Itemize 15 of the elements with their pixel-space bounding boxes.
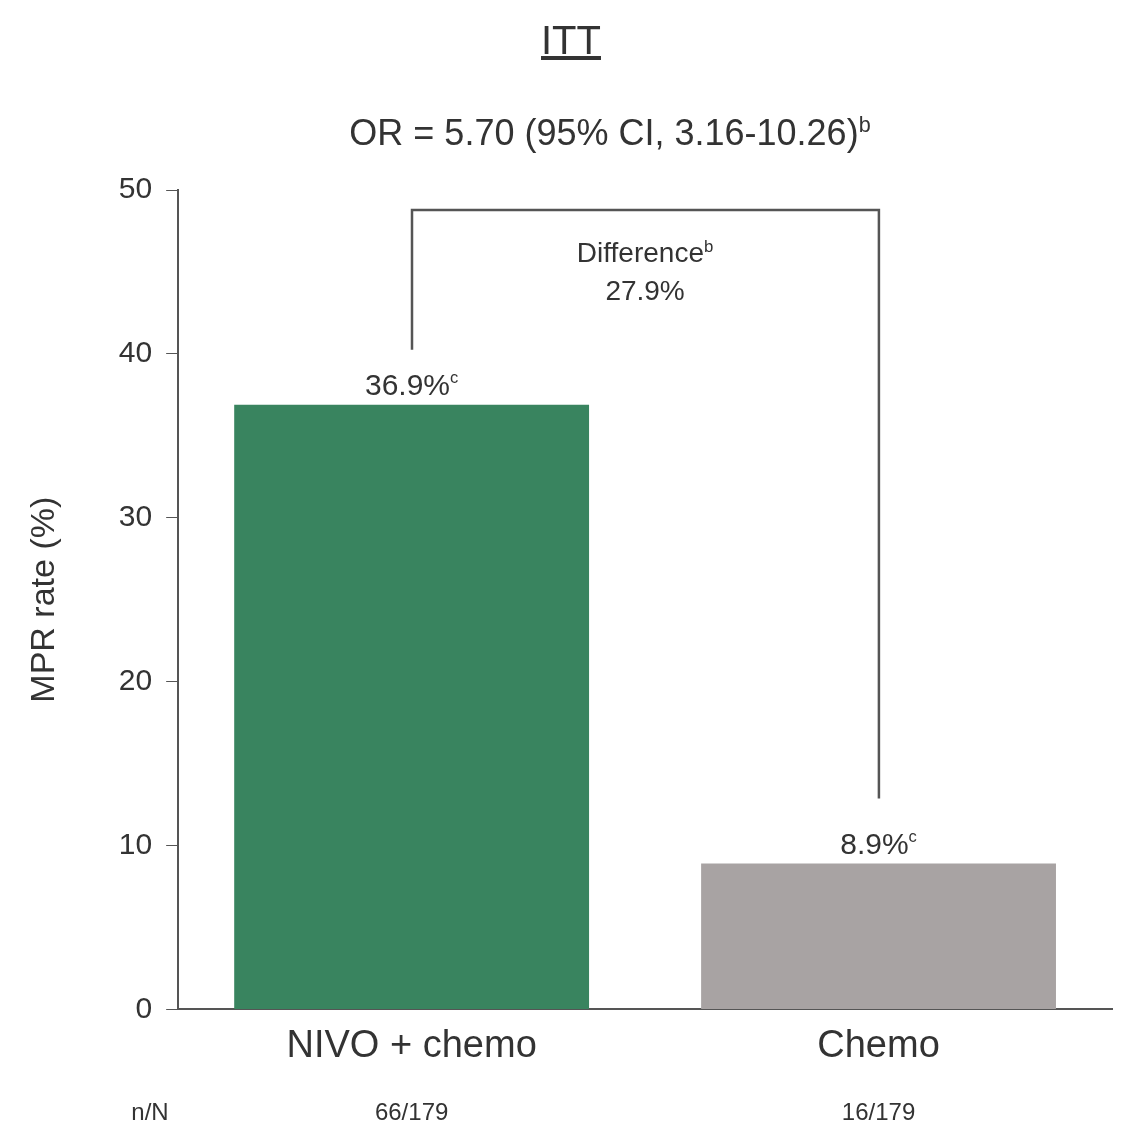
text: 16/179 xyxy=(840,1098,917,1126)
x-tick-label: Chemo xyxy=(817,1022,940,1065)
y-tick-label: 20 xyxy=(118,662,153,696)
y-tick-label: 30 xyxy=(118,499,153,533)
chart-subtitle: OR = 5.70 (95% CI, 3.16-10.26)$^{b}$ xyxy=(348,112,872,154)
x-tick-label: NIVO + chemo xyxy=(286,1022,537,1065)
text: Difference$^{b}$ 27.9% xyxy=(576,237,714,307)
text: n/N xyxy=(130,1098,170,1126)
y-axis-title: MPR rate (%) xyxy=(22,496,61,703)
y-tick-label: 10 xyxy=(118,826,153,860)
chart-title: ITT xyxy=(540,18,602,63)
y-tick-label: 50 xyxy=(118,171,153,205)
text: 66/179 xyxy=(373,1098,450,1126)
y-tick-label: 0 xyxy=(135,990,153,1024)
y-tick-label: 40 xyxy=(118,335,153,369)
